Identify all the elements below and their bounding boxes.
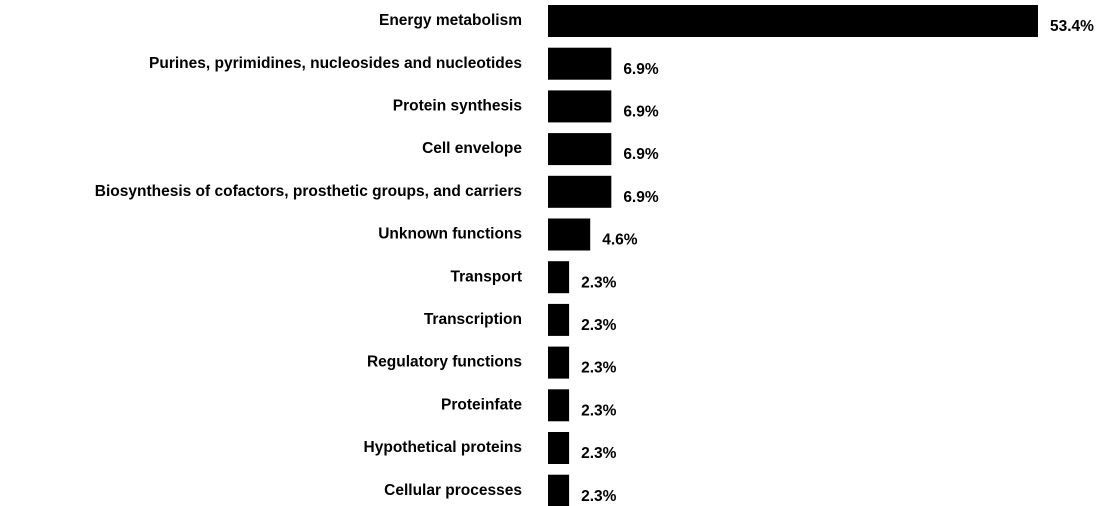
value-label: 6.9%	[623, 146, 659, 163]
value-label: 2.3%	[581, 360, 617, 377]
bar	[548, 175, 612, 208]
bar	[548, 303, 570, 336]
category-label: Hypothetical proteins	[364, 439, 522, 456]
value-label: 2.3%	[581, 445, 617, 462]
category-label: Transcription	[424, 311, 522, 328]
category-label: Proteinfate	[441, 396, 522, 413]
category-label: Protein synthesis	[393, 97, 522, 114]
bar	[548, 432, 570, 464]
value-label: 6.9%	[623, 61, 659, 78]
bar	[548, 90, 612, 123]
value-label: 2.3%	[581, 402, 617, 419]
value-label: 2.3%	[581, 274, 617, 291]
category-label: Cellular processes	[384, 482, 522, 499]
category-label: Biosynthesis of cofactors, prosthetic gr…	[95, 183, 522, 200]
value-label: 2.3%	[581, 488, 617, 505]
bar	[548, 133, 612, 166]
category-label: Energy metabolism	[379, 12, 522, 29]
bar	[548, 47, 612, 80]
bar	[548, 218, 591, 251]
bar	[548, 474, 570, 506]
bar	[548, 5, 1038, 37]
value-label: 4.6%	[602, 232, 638, 249]
value-label: 6.9%	[623, 103, 659, 120]
value-label: 2.3%	[581, 317, 617, 334]
bar	[548, 389, 570, 422]
category-label: Regulatory functions	[367, 354, 522, 371]
bar	[548, 261, 570, 294]
bar	[548, 346, 570, 379]
value-label: 53.4%	[1050, 18, 1094, 35]
value-label: 6.9%	[623, 189, 659, 206]
category-label: Purines, pyrimidines, nucleosides and nu…	[149, 55, 522, 72]
category-label: Transport	[451, 268, 522, 285]
category-label: Cell envelope	[422, 140, 522, 157]
category-label: Unknown functions	[378, 226, 522, 243]
